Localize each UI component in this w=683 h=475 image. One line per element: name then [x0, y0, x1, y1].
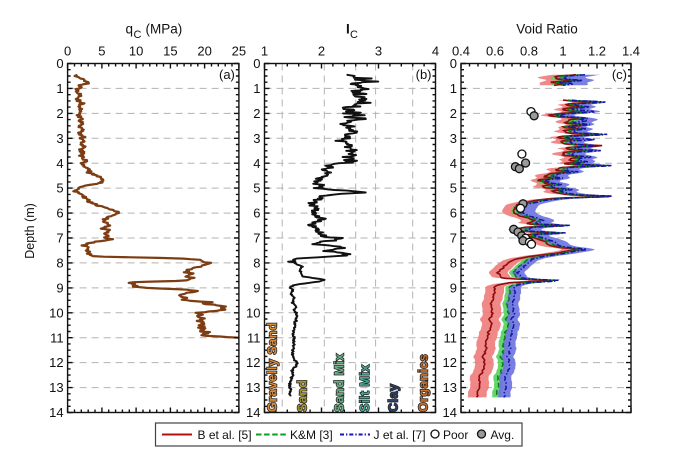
- svg-text:4: 4: [56, 156, 63, 171]
- svg-text:0: 0: [56, 56, 63, 71]
- svg-text:13: 13: [246, 380, 260, 395]
- svg-text:12: 12: [49, 355, 63, 370]
- svg-text:3: 3: [56, 131, 63, 146]
- svg-text:1: 1: [56, 81, 63, 96]
- svg-text:9: 9: [56, 281, 63, 296]
- svg-text:(MPa): (MPa): [146, 22, 183, 37]
- svg-text:1: 1: [559, 44, 566, 59]
- svg-text:8: 8: [56, 256, 63, 271]
- svg-text:2: 2: [450, 106, 457, 121]
- svg-text:(c): (c): [612, 67, 627, 82]
- svg-text:Clay: Clay: [386, 384, 400, 412]
- svg-text:11: 11: [247, 330, 261, 345]
- svg-text:1: 1: [253, 81, 260, 96]
- svg-text:12: 12: [443, 355, 457, 370]
- svg-text:J et al. [7]: J et al. [7]: [374, 428, 426, 442]
- svg-text:7: 7: [56, 231, 63, 246]
- svg-text:5: 5: [98, 44, 105, 59]
- svg-text:25: 25: [232, 44, 246, 59]
- svg-text:7: 7: [450, 231, 457, 246]
- svg-text:20: 20: [197, 44, 211, 59]
- svg-text:K&M [3]: K&M [3]: [290, 428, 333, 442]
- svg-text:5: 5: [253, 181, 260, 196]
- svg-text:3: 3: [450, 131, 457, 146]
- svg-text:(a): (a): [219, 67, 235, 82]
- svg-text:9: 9: [253, 281, 260, 296]
- svg-text:10: 10: [246, 305, 260, 320]
- svg-text:2: 2: [253, 106, 260, 121]
- svg-text:Silt Mix: Silt Mix: [358, 364, 372, 412]
- svg-text:10: 10: [49, 305, 63, 320]
- svg-text:4: 4: [450, 156, 457, 171]
- svg-text:14: 14: [443, 405, 457, 420]
- svg-text:1.4: 1.4: [622, 44, 640, 59]
- svg-text:Avg.: Avg.: [491, 428, 515, 442]
- svg-text:0: 0: [450, 56, 457, 71]
- svg-text:C: C: [350, 29, 358, 41]
- svg-text:3: 3: [375, 44, 382, 59]
- svg-text:12: 12: [246, 355, 260, 370]
- svg-text:7: 7: [253, 231, 260, 246]
- svg-text:(b): (b): [416, 67, 432, 82]
- svg-text:9: 9: [450, 281, 457, 296]
- svg-text:8: 8: [450, 256, 457, 271]
- svg-text:5: 5: [450, 181, 457, 196]
- svg-text:4: 4: [432, 44, 439, 59]
- svg-text:13: 13: [49, 380, 63, 395]
- svg-text:0.4: 0.4: [452, 44, 470, 59]
- svg-text:I: I: [346, 22, 350, 37]
- svg-text:0: 0: [253, 56, 260, 71]
- svg-text:11: 11: [444, 330, 458, 345]
- svg-text:4: 4: [253, 156, 260, 171]
- svg-text:Void Ratio: Void Ratio: [516, 22, 578, 37]
- svg-text:11: 11: [50, 330, 64, 345]
- svg-text:q: q: [126, 22, 134, 37]
- svg-text:B et al. [5]: B et al. [5]: [198, 428, 252, 442]
- svg-text:1: 1: [450, 81, 457, 96]
- svg-text:5: 5: [56, 181, 63, 196]
- svg-text:6: 6: [450, 206, 457, 221]
- svg-text:Depth (m): Depth (m): [23, 203, 37, 259]
- svg-text:1: 1: [261, 44, 268, 59]
- svg-text:Poor: Poor: [443, 428, 468, 442]
- svg-text:Sand Mix: Sand Mix: [332, 353, 346, 412]
- svg-text:1.2: 1.2: [588, 44, 606, 59]
- svg-text:10: 10: [443, 305, 457, 320]
- svg-text:2: 2: [318, 44, 325, 59]
- svg-text:8: 8: [253, 256, 260, 271]
- svg-text:14: 14: [246, 405, 260, 420]
- svg-text:C: C: [134, 29, 142, 41]
- svg-text:6: 6: [253, 206, 260, 221]
- svg-text:3: 3: [253, 131, 260, 146]
- svg-text:Sand: Sand: [296, 379, 310, 412]
- svg-text:15: 15: [163, 44, 177, 59]
- svg-text:Gravelly Sand: Gravelly Sand: [266, 322, 280, 412]
- svg-text:13: 13: [443, 380, 457, 395]
- svg-text:Organics: Organics: [416, 354, 430, 412]
- svg-text:0: 0: [64, 44, 71, 59]
- svg-text:0.6: 0.6: [486, 44, 504, 59]
- svg-text:10: 10: [129, 44, 143, 59]
- svg-text:6: 6: [56, 206, 63, 221]
- svg-text:14: 14: [49, 405, 63, 420]
- svg-text:2: 2: [56, 106, 63, 121]
- svg-text:0.8: 0.8: [520, 44, 538, 59]
